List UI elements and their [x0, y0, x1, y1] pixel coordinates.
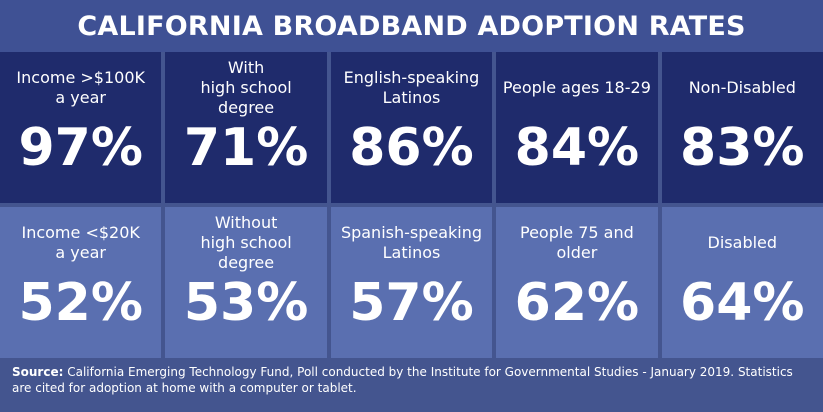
stat-label: Without high school degree [200, 213, 292, 272]
stat-card-non-disabled: Non-Disabled 83% [661, 52, 823, 203]
stat-value: 86% [349, 118, 474, 178]
stat-value: 71% [183, 118, 309, 178]
stat-card-ages-75-older: People 75 and older 62% [496, 207, 658, 358]
stat-card-income-low: Income <$20K a year 52% [0, 207, 162, 358]
stat-label: People 75 and older [519, 223, 634, 262]
stat-card-english-speaking: English-speaking Latinos 86% [330, 52, 493, 203]
stat-label: Disabled [707, 233, 778, 252]
stat-card-disabled: Disabled 64% [661, 207, 823, 358]
stat-value: 97% [18, 118, 143, 178]
stat-label: Income <$20K a year [21, 223, 140, 262]
stats-grid: Income >$100K a year 97% With high schoo… [0, 52, 823, 358]
stat-value: 57% [349, 273, 474, 333]
source-text: California Emerging Technology Fund, Pol… [12, 365, 793, 395]
stat-label: Income >$100K a year [16, 68, 145, 107]
stat-value: 52% [18, 273, 143, 333]
stat-value: 64% [680, 273, 805, 333]
stat-label: People ages 18-29 [502, 78, 651, 97]
stat-value: 62% [514, 273, 640, 333]
stat-label: Non-Disabled [688, 78, 796, 97]
stat-value: 84% [514, 118, 640, 178]
stat-value: 53% [183, 273, 309, 333]
stat-card-ages-18-29: People ages 18-29 84% [496, 52, 658, 203]
stat-label: English-speaking Latinos [343, 68, 480, 107]
stat-card-with-high-school: With high school degree 71% [165, 52, 327, 203]
source-label: Source: [12, 365, 64, 379]
stat-label: Spanish-speaking Latinos [340, 223, 483, 262]
stat-card-spanish-speaking: Spanish-speaking Latinos 57% [330, 207, 493, 358]
stat-card-income-high: Income >$100K a year 97% [0, 52, 162, 203]
stat-card-without-high-school: Without high school degree 53% [165, 207, 327, 358]
source-note: Source: California Emerging Technology F… [12, 364, 812, 396]
stat-label: With high school degree [200, 58, 292, 117]
stat-value: 83% [680, 118, 805, 178]
page-title: CALIFORNIA BROADBAND ADOPTION RATES [0, 0, 823, 52]
